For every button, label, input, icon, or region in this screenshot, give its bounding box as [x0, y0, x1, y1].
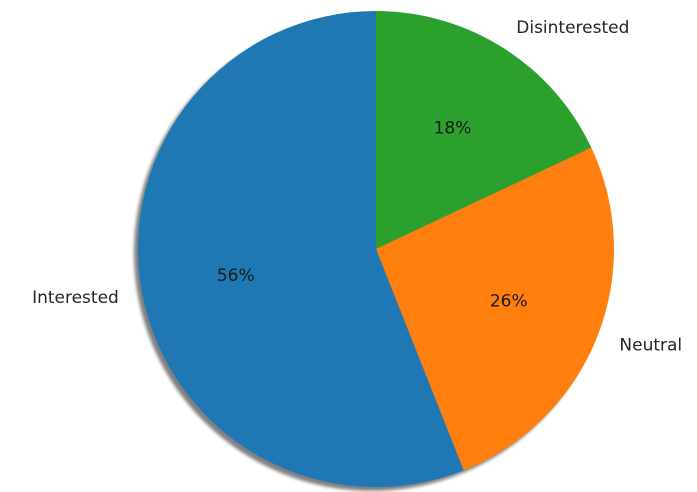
pie-pct-label-interested: 56%: [217, 266, 255, 286]
pie-pct-label-neutral: 26%: [490, 292, 528, 312]
pie-slices: [138, 11, 614, 487]
pie-slice-disinterested: [376, 11, 592, 249]
pie-category-label-disinterested: Disinterested: [516, 18, 629, 38]
pie-slice-neutral: [376, 147, 614, 471]
pie-labels: 18% Disinterested 26% Neutral 56% Interested: [32, 18, 682, 355]
pie-slice-interested: [138, 11, 464, 487]
pie-pct-label-disinterested: 18%: [434, 118, 472, 138]
pie-category-label-interested: Interested: [32, 288, 119, 308]
pie-category-label-neutral: Neutral: [619, 335, 682, 355]
